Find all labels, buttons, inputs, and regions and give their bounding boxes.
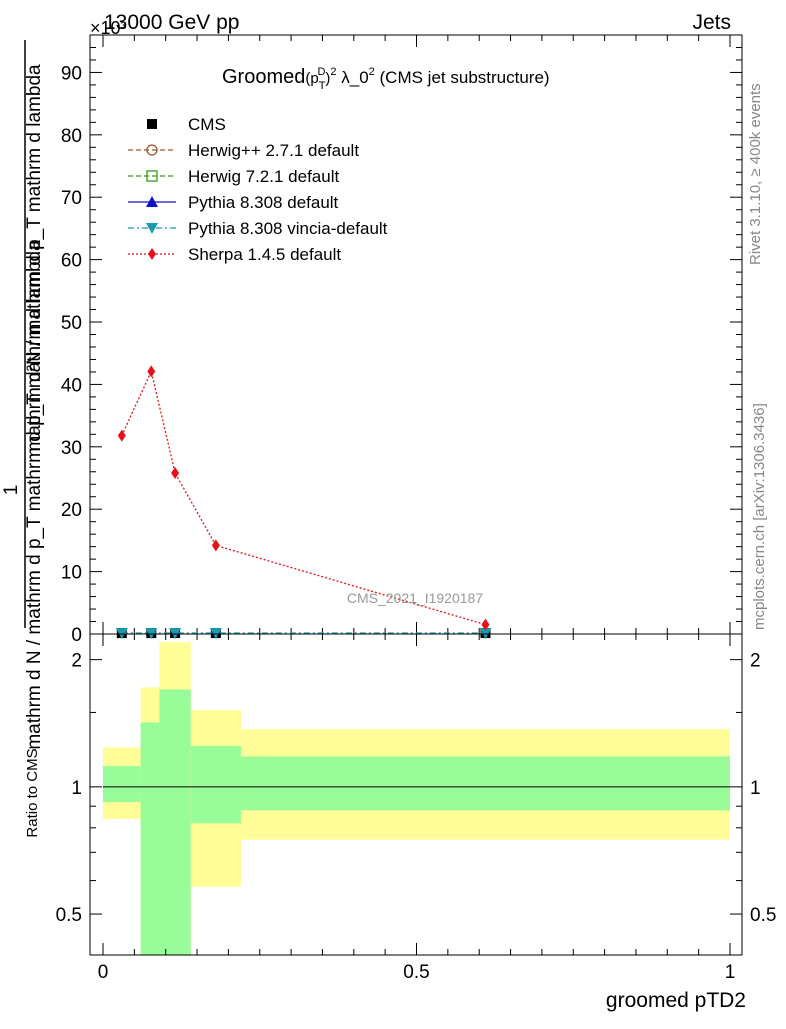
data-point-5 [211, 539, 220, 552]
legend-marker-3 [146, 196, 158, 207]
ratio-y-tick-label-right: 0.5 [750, 905, 776, 926]
main-x-ticks [102, 35, 731, 634]
ratio-y-tick-label-right: 2 [750, 651, 761, 672]
legend-marker-0 [147, 119, 157, 129]
analysis-watermark: CMS_2021_I1920187 [347, 590, 483, 606]
title-sup: D [317, 66, 325, 78]
y-label-numerator: 1 [1, 485, 22, 496]
legend: CMS Herwig++ 2.7.1 default Herwig 7.2.1 de… [128, 115, 388, 264]
legend-marker-1 [146, 144, 158, 156]
rivet-label: Rivet 3.1.10, ≥ 400k events [747, 83, 764, 265]
data-point-5 [117, 429, 126, 442]
ratio-y-tick-label-right: 1 [750, 778, 761, 799]
legend-label-4: Pythia 8.308 vincia-default [188, 219, 388, 238]
energy-label: 13000 GeV pp [104, 11, 239, 34]
legend-label-0: CMS [188, 115, 226, 134]
main-y-tick-label: 50 [61, 313, 82, 334]
ratio-x-ticks: 0 0.5 1 [98, 634, 736, 983]
main-y-tick-label: 70 [61, 188, 82, 209]
title-sup2: 2 [330, 66, 336, 78]
ratio-bands [103, 642, 730, 955]
stat-uncertainty-band [240, 756, 730, 811]
ratio-y-tick-label: 0.5 [56, 905, 82, 926]
legend-label-1: Herwig++ 2.7.1 default [188, 141, 359, 160]
stat-uncertainty-band [159, 689, 191, 955]
main-y-tick-label: 30 [61, 438, 82, 459]
main-y-ticks: 0 10 20 30 40 50 60 70 80 90 [61, 46, 742, 646]
main-panel: 0 10 20 30 40 50 60 70 80 90 [61, 34, 743, 646]
x-tick-label: 0.5 [403, 962, 429, 983]
data-point-5 [481, 618, 490, 631]
stat-uncertainty-band [190, 745, 241, 824]
title-sup3: 2 [369, 66, 375, 78]
title-rest: λ_0 [337, 68, 369, 87]
legend-marker-5 [148, 248, 156, 260]
main-y-tick-label: 10 [61, 563, 82, 584]
main-y-label: mathrm d²N / mathrm d p_T mathrm d lambd… [1, 40, 45, 750]
main-y-tick-label: 60 [61, 251, 82, 272]
ratio-panel: 0.5 0.51 12 2 0 0.5 1 [56, 633, 777, 983]
y-label-denominator: mathrm d N / mathrm d p_T mathrm d p_T m… [24, 240, 45, 750]
stat-uncertainty-band [140, 722, 160, 955]
legend-marker-2 [146, 170, 158, 182]
ratio-y-tick-label: 2 [71, 651, 82, 672]
main-y-tick-label: 90 [61, 63, 82, 84]
mcplots-label: mcplots.cern.ch [arXiv:1306.3436] [751, 403, 768, 630]
main-y-tick-label: 40 [61, 375, 82, 396]
y-label-top: mathrm d²N / mathrm d p_T mathrm d lambd… [24, 64, 45, 452]
data-point-5 [147, 365, 156, 378]
ratio-y-tick-label: 1 [71, 778, 82, 799]
stat-uncertainty-band [103, 766, 141, 803]
title-sub: T [319, 80, 326, 92]
ratio-y-label: Ratio to CMS [24, 748, 41, 837]
plot-title: Groomed(pTD)2 λ_02 (CMS jet substructure… [222, 66, 550, 92]
legend-label-3: Pythia 8.308 default [188, 193, 339, 212]
x-tick-label: 0 [98, 962, 109, 983]
legend-label-5: Sherpa 1.4.5 default [188, 245, 341, 264]
legend-label-2: Herwig 7.2.1 default [188, 167, 339, 186]
jets-label: Jets [692, 11, 731, 34]
x-tick-label: 1 [725, 962, 736, 983]
main-y-tick-label: 0 [71, 625, 82, 646]
main-y-tick-label: 80 [61, 126, 82, 147]
main-y-tick-label: 20 [61, 500, 82, 521]
x-axis-label: groomed pTD2 [606, 989, 746, 1012]
ratio-y-ticks: 0.5 0.5 1 1 2 2 [56, 651, 777, 926]
title-base: (p [305, 70, 318, 87]
title-close: ) [325, 70, 330, 87]
legend-marker-4 [146, 223, 158, 234]
data-point-5 [171, 467, 180, 480]
svg-text:Groomed(pTD)2 λ_02 (CMS jet su: Groomed(pTD)2 λ_02 (CMS jet substructure… [222, 66, 550, 92]
title-main: Groomed [222, 66, 305, 88]
series-line-5 [121, 369, 486, 626]
title-tail: (CMS jet substructure) [375, 68, 550, 87]
y-exponent: ×10³ [90, 18, 127, 38]
